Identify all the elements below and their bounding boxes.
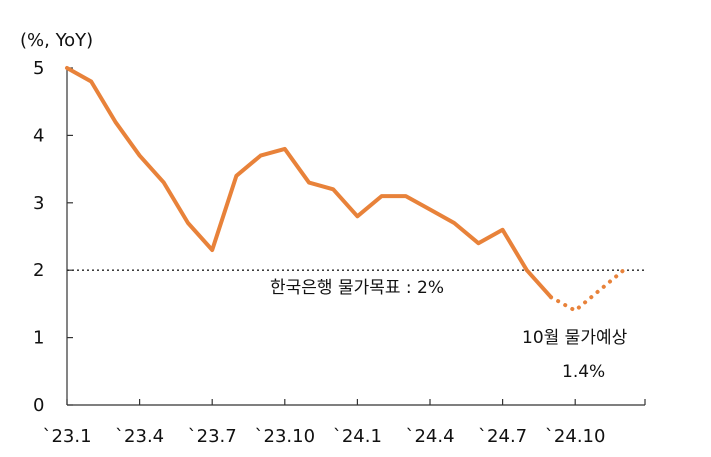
forecast-annotation-value: 1.4% bbox=[562, 362, 605, 382]
x-tick-label: `23.7 bbox=[188, 426, 237, 447]
x-tick-label: `24.10 bbox=[545, 426, 606, 447]
y-tick-label: 3 bbox=[33, 193, 44, 214]
x-tick-label: `24.4 bbox=[405, 426, 454, 447]
x-tick-label: `23.1 bbox=[42, 426, 91, 447]
cpi-forecast-line bbox=[549, 268, 626, 314]
cpi-actual-line bbox=[65, 66, 553, 300]
x-axis: `23.1 `23.4 `23.7 `23.10 `24.1 `24.4 `24.7 `24.… bbox=[42, 399, 646, 447]
y-tick-label: 0 bbox=[33, 395, 44, 416]
y-axis: 0 1 2 3 4 5 bbox=[33, 58, 73, 416]
y-tick-label: 5 bbox=[33, 58, 44, 79]
forecast-annotation-title: 10월 물가예상 bbox=[522, 328, 628, 348]
x-tick-label: `24.1 bbox=[333, 426, 382, 447]
y-tick-label: 1 bbox=[33, 328, 44, 349]
target-2pct-label: 한국은행 물가목표 : 2% bbox=[270, 278, 444, 298]
y-tick-label: 4 bbox=[33, 125, 44, 146]
y-tick-label: 2 bbox=[33, 260, 44, 281]
y-axis-unit-label: (%, YoY) bbox=[20, 30, 93, 51]
x-tick-label: `24.7 bbox=[478, 426, 527, 447]
x-tick-label: `23.4 bbox=[115, 426, 164, 447]
x-tick-label: `23.10 bbox=[255, 426, 316, 447]
